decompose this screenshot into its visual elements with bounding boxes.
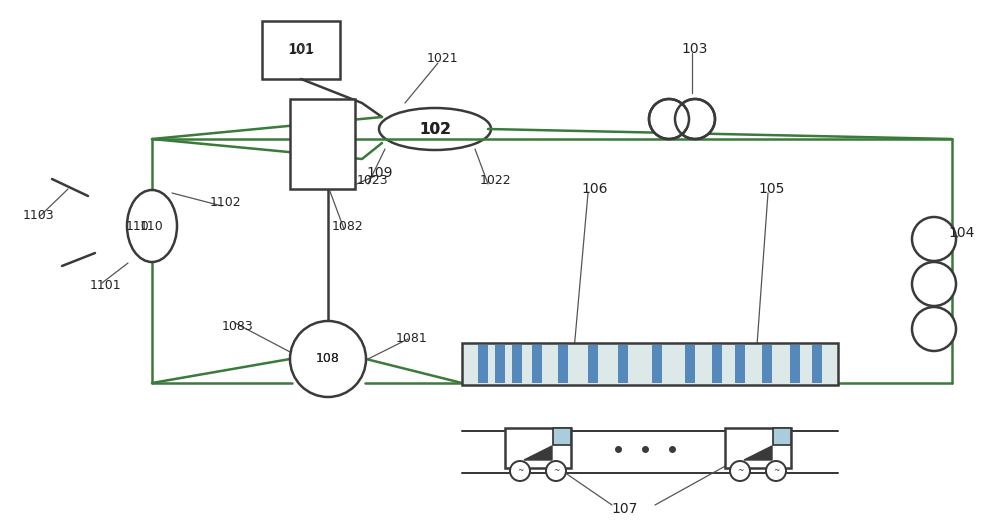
Circle shape	[766, 461, 786, 481]
Circle shape	[912, 217, 956, 261]
Bar	[262, 21, 340, 79]
Bar	[462, 343, 838, 385]
Text: 1023: 1023	[356, 175, 388, 187]
Bar	[812, 345, 822, 383]
Text: 105: 105	[759, 182, 785, 196]
Text: 102: 102	[419, 122, 451, 136]
Bar	[512, 345, 522, 383]
Text: 110: 110	[140, 219, 164, 233]
Text: ~: ~	[773, 467, 779, 475]
Text: 101: 101	[288, 43, 314, 57]
Bar	[762, 345, 772, 383]
Circle shape	[649, 99, 689, 139]
Text: 103: 103	[682, 42, 708, 56]
Text: 1082: 1082	[332, 219, 364, 233]
Bar	[652, 345, 662, 383]
Text: ~: ~	[737, 467, 743, 475]
Text: 107: 107	[612, 502, 638, 516]
Text: 1103: 1103	[22, 210, 54, 222]
Bar	[553, 428, 571, 445]
Text: ~: ~	[517, 467, 523, 475]
Circle shape	[912, 262, 956, 306]
Text: 101: 101	[289, 42, 315, 56]
Text: 110: 110	[126, 219, 150, 233]
Polygon shape	[524, 446, 552, 460]
Text: 104: 104	[949, 226, 975, 240]
Text: 1083: 1083	[222, 320, 254, 332]
Bar	[790, 345, 800, 383]
Circle shape	[546, 461, 566, 481]
Bar	[685, 345, 695, 383]
Circle shape	[290, 321, 366, 397]
Bar	[735, 345, 745, 383]
Bar	[505, 428, 571, 468]
Text: 109: 109	[367, 166, 393, 180]
Text: 1081: 1081	[396, 332, 428, 346]
Bar	[532, 345, 542, 383]
Text: 1101: 1101	[89, 279, 121, 293]
Bar	[712, 345, 722, 383]
Circle shape	[672, 109, 692, 129]
Text: 1021: 1021	[426, 53, 458, 65]
Text: 108: 108	[316, 353, 340, 365]
Bar	[618, 345, 628, 383]
Text: 1022: 1022	[479, 175, 511, 187]
Bar	[725, 428, 791, 468]
Circle shape	[912, 307, 956, 351]
Circle shape	[675, 99, 715, 139]
Bar	[478, 345, 488, 383]
Text: 108: 108	[316, 353, 340, 365]
Circle shape	[730, 461, 750, 481]
Ellipse shape	[127, 190, 177, 262]
Bar	[773, 428, 791, 445]
Bar	[495, 345, 505, 383]
Ellipse shape	[379, 108, 491, 150]
Text: 1102: 1102	[209, 196, 241, 210]
Bar	[588, 345, 598, 383]
Text: ~: ~	[553, 467, 559, 475]
Bar	[290, 99, 355, 189]
Polygon shape	[744, 446, 772, 460]
Circle shape	[510, 461, 530, 481]
Bar	[558, 345, 568, 383]
Text: 106: 106	[582, 182, 608, 196]
Text: 102: 102	[419, 122, 451, 136]
